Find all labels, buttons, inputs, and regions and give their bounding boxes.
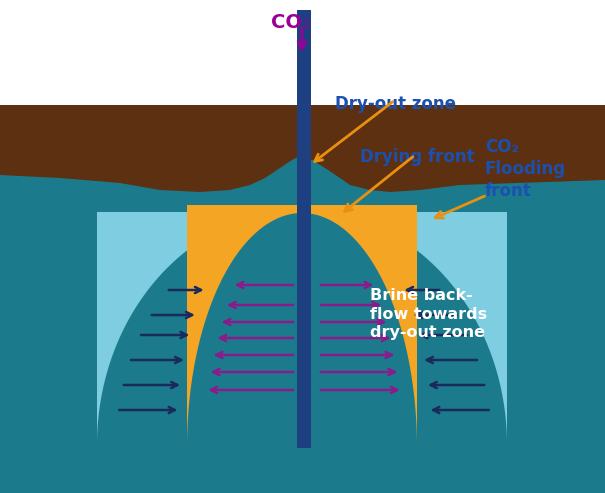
Polygon shape <box>0 130 605 493</box>
Text: CO₂
Flooding
front: CO₂ Flooding front <box>485 138 566 200</box>
Polygon shape <box>0 0 605 115</box>
Polygon shape <box>187 205 417 448</box>
Text: Brine back-
flow towards
dry-out zone: Brine back- flow towards dry-out zone <box>370 288 487 340</box>
Polygon shape <box>97 210 507 445</box>
Text: Drying front: Drying front <box>360 148 475 166</box>
Text: $_2$: $_2$ <box>302 13 310 31</box>
Polygon shape <box>0 105 605 192</box>
Polygon shape <box>297 10 311 448</box>
Text: Dry-out zone: Dry-out zone <box>335 95 456 113</box>
Text: CO: CO <box>271 12 302 32</box>
Polygon shape <box>0 0 605 130</box>
